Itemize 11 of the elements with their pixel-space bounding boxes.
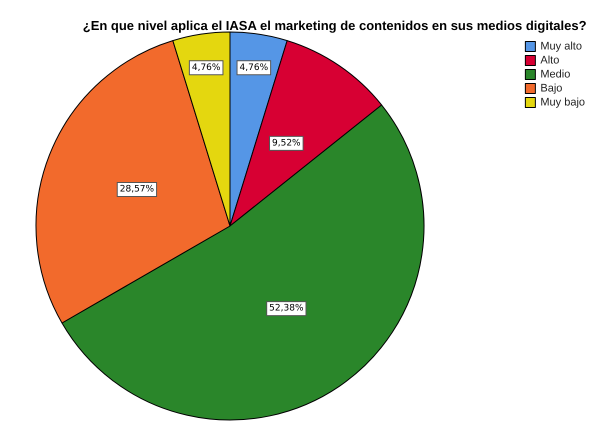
- chart-title: ¿En que nivel aplica el IASA el marketing de contenidos en sus medios digitales?: [82, 18, 587, 33]
- data-label: 52,38%: [269, 304, 304, 314]
- legend-label: Alto: [540, 54, 560, 66]
- legend-label: Muy alto: [540, 40, 582, 52]
- legend-label: Medio: [540, 68, 570, 80]
- data-label: 4,76%: [192, 62, 221, 73]
- legend-label: Muy bajo: [540, 96, 586, 108]
- data-label: 9,52%: [272, 138, 302, 148]
- data-label: 4,76%: [240, 62, 269, 73]
- legend-label: Bajo: [540, 82, 562, 94]
- data-label: 28,57%: [120, 184, 155, 194]
